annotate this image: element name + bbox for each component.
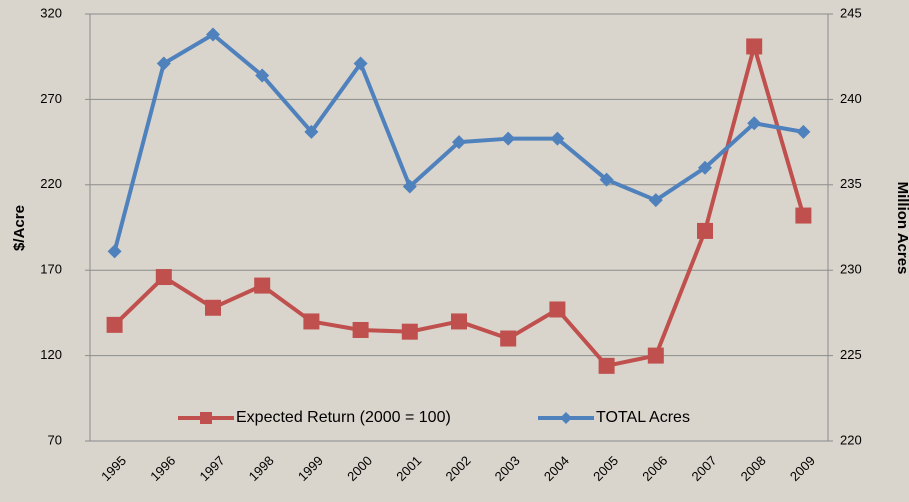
data-point [206,27,220,42]
legend-marker [200,412,212,424]
legend-marker [560,412,572,424]
data-point [107,244,122,259]
data-point [452,135,466,150]
data-point [747,116,762,131]
data-point [353,56,368,71]
data-point [501,131,516,146]
data-point [303,313,320,330]
legend-label: TOTAL Acres [596,409,690,426]
data-point [205,299,221,316]
y2-tick-label: 230 [840,262,862,277]
data-point [698,160,712,175]
y-tick-label: 220 [40,176,62,191]
y-tick-label: 70 [48,432,62,447]
data-point [549,301,566,318]
data-point [796,124,811,139]
y2-tick-label: 225 [840,347,862,362]
data-point [599,172,614,187]
data-point [451,313,467,330]
legend-label: Expected Return (2000 = 100) [236,409,451,426]
data-point [598,357,615,374]
y2-tick-label: 240 [840,91,862,106]
y-tick-label: 320 [40,5,62,20]
data-point [795,207,812,224]
data-point [106,316,123,333]
data-point [550,131,565,146]
data-point [648,193,663,208]
data-point [304,124,319,139]
y2-tick-label: 245 [840,5,862,20]
data-point [746,38,763,55]
y2-tick-label: 235 [840,176,862,191]
y-tick-label: 170 [40,262,62,277]
y-tick-label: 120 [40,347,62,362]
data-point [697,222,713,239]
data-point [500,330,517,347]
data-point [647,347,664,364]
data-point [255,68,270,83]
data-point [352,321,369,338]
data-point [155,269,172,286]
data-point [254,277,271,294]
y2-tick-label: 220 [840,432,862,447]
data-point [401,323,418,340]
y-tick-label: 270 [40,91,62,106]
y-axis-title: $/Acre [11,205,28,251]
data-point [402,179,417,194]
y2-axis-title: Million Acres [894,182,909,275]
data-point [156,56,171,71]
